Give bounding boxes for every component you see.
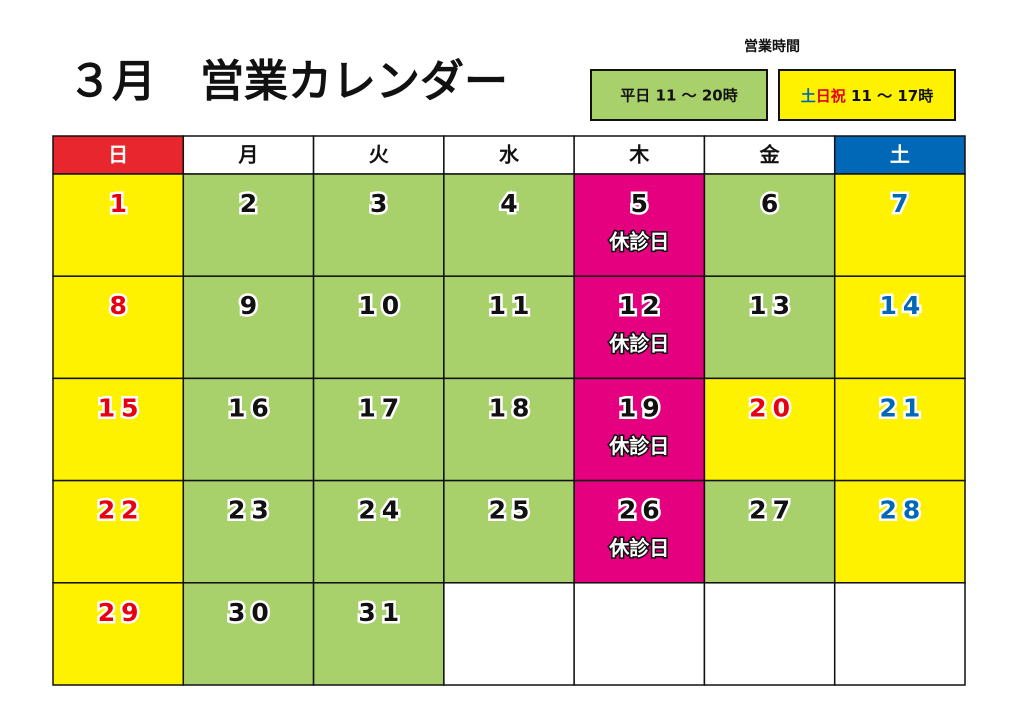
day-cell: [182, 377, 315, 482]
day-number: 21: [879, 393, 926, 422]
day-number: 2: [240, 189, 263, 218]
day-number: 25: [489, 496, 536, 525]
day-cell: [182, 582, 315, 686]
weekday-header: 水: [499, 143, 520, 167]
day-number: 5: [631, 189, 654, 218]
weekday-header-cell: [833, 135, 966, 175]
day-number: 30: [228, 598, 275, 627]
day-number: 15: [98, 393, 145, 422]
day-cell: [443, 173, 575, 277]
day-number: 26: [619, 496, 666, 525]
day-number: 29: [98, 598, 145, 627]
day-cell: [312, 377, 445, 482]
day-cell: [312, 275, 445, 380]
closed-note: 休診日: [608, 434, 669, 458]
day-cell: [833, 377, 966, 482]
weekday-header: 火: [369, 143, 390, 167]
day-number: 16: [228, 393, 275, 422]
day-cell: [52, 377, 185, 482]
day-number: 17: [358, 393, 405, 422]
day-number: 7: [891, 189, 914, 218]
day-cell: [52, 582, 185, 686]
closed-note: 休診日: [608, 230, 669, 254]
weekday-header: 木: [628, 143, 650, 167]
day-number: 10: [358, 291, 405, 320]
weekday-header-cell: [52, 135, 185, 175]
day-cell: [833, 173, 966, 277]
closed-note: 休診日: [608, 536, 669, 560]
day-number: 24: [358, 496, 405, 525]
day-cell: [703, 173, 836, 277]
day-cell: [52, 479, 185, 584]
weekday-header: 土: [890, 143, 910, 167]
day-number: 1: [109, 189, 132, 218]
day-cell: [833, 275, 966, 380]
holiday-time: 11 ～ 17時: [846, 87, 933, 105]
day-number: 19: [619, 393, 666, 422]
day-cell: [443, 275, 575, 380]
day-number: 4: [500, 189, 523, 218]
weekday-header: 月: [237, 143, 258, 167]
day-number: 6: [761, 189, 784, 218]
holiday-hours-box: [778, 69, 956, 121]
day-cell: [182, 275, 315, 380]
day-number: 22: [98, 496, 145, 525]
weekday-header: 日: [108, 143, 128, 167]
day-number: 9: [240, 291, 263, 320]
day-number: 18: [489, 393, 536, 422]
closed-note: 休診日: [608, 332, 669, 356]
day-cell: [573, 275, 706, 380]
day-number: 28: [879, 496, 926, 525]
sat-label: 土: [801, 87, 816, 105]
day-cell: [573, 582, 706, 686]
day-cell: [703, 479, 836, 584]
hours-heading: 営業時間: [744, 38, 800, 55]
day-number: 11: [489, 291, 536, 320]
weekday-header: 金: [759, 143, 781, 167]
day-cell: [703, 275, 836, 380]
sun-label: 日祝: [816, 87, 846, 105]
day-cell: [52, 275, 185, 380]
holiday-hours: 土日祝 11 ～ 17時: [801, 87, 933, 105]
day-number: 8: [109, 291, 132, 320]
day-number: 3: [370, 189, 393, 218]
calendar-grid: 日月火水木金土1 2 3 4 5休診日6 78 9 10 11 12休診日13 1415 16 17 18…: [52, 135, 966, 686]
day-cell: [443, 582, 575, 686]
day-cell: [52, 173, 185, 277]
weekday-hours: 平日 11 ～ 20時: [620, 87, 737, 105]
day-number: 27: [749, 496, 796, 525]
day-number: 14: [879, 291, 926, 320]
day-cell: [833, 582, 966, 686]
day-number: 23: [228, 496, 275, 525]
day-cell: [703, 582, 836, 686]
title: ３月 営業カレンダー: [68, 56, 508, 107]
day-number: 31: [358, 598, 405, 627]
day-number: 12: [619, 291, 666, 320]
day-cell: [573, 479, 706, 584]
day-cell: [703, 377, 836, 482]
weekday-header-cell: [703, 135, 836, 175]
day-number: 20: [749, 393, 796, 422]
day-cell: [573, 173, 706, 277]
weekday-hours-box: [590, 69, 768, 121]
day-number: 13: [749, 291, 796, 320]
day-cell: [312, 173, 445, 277]
